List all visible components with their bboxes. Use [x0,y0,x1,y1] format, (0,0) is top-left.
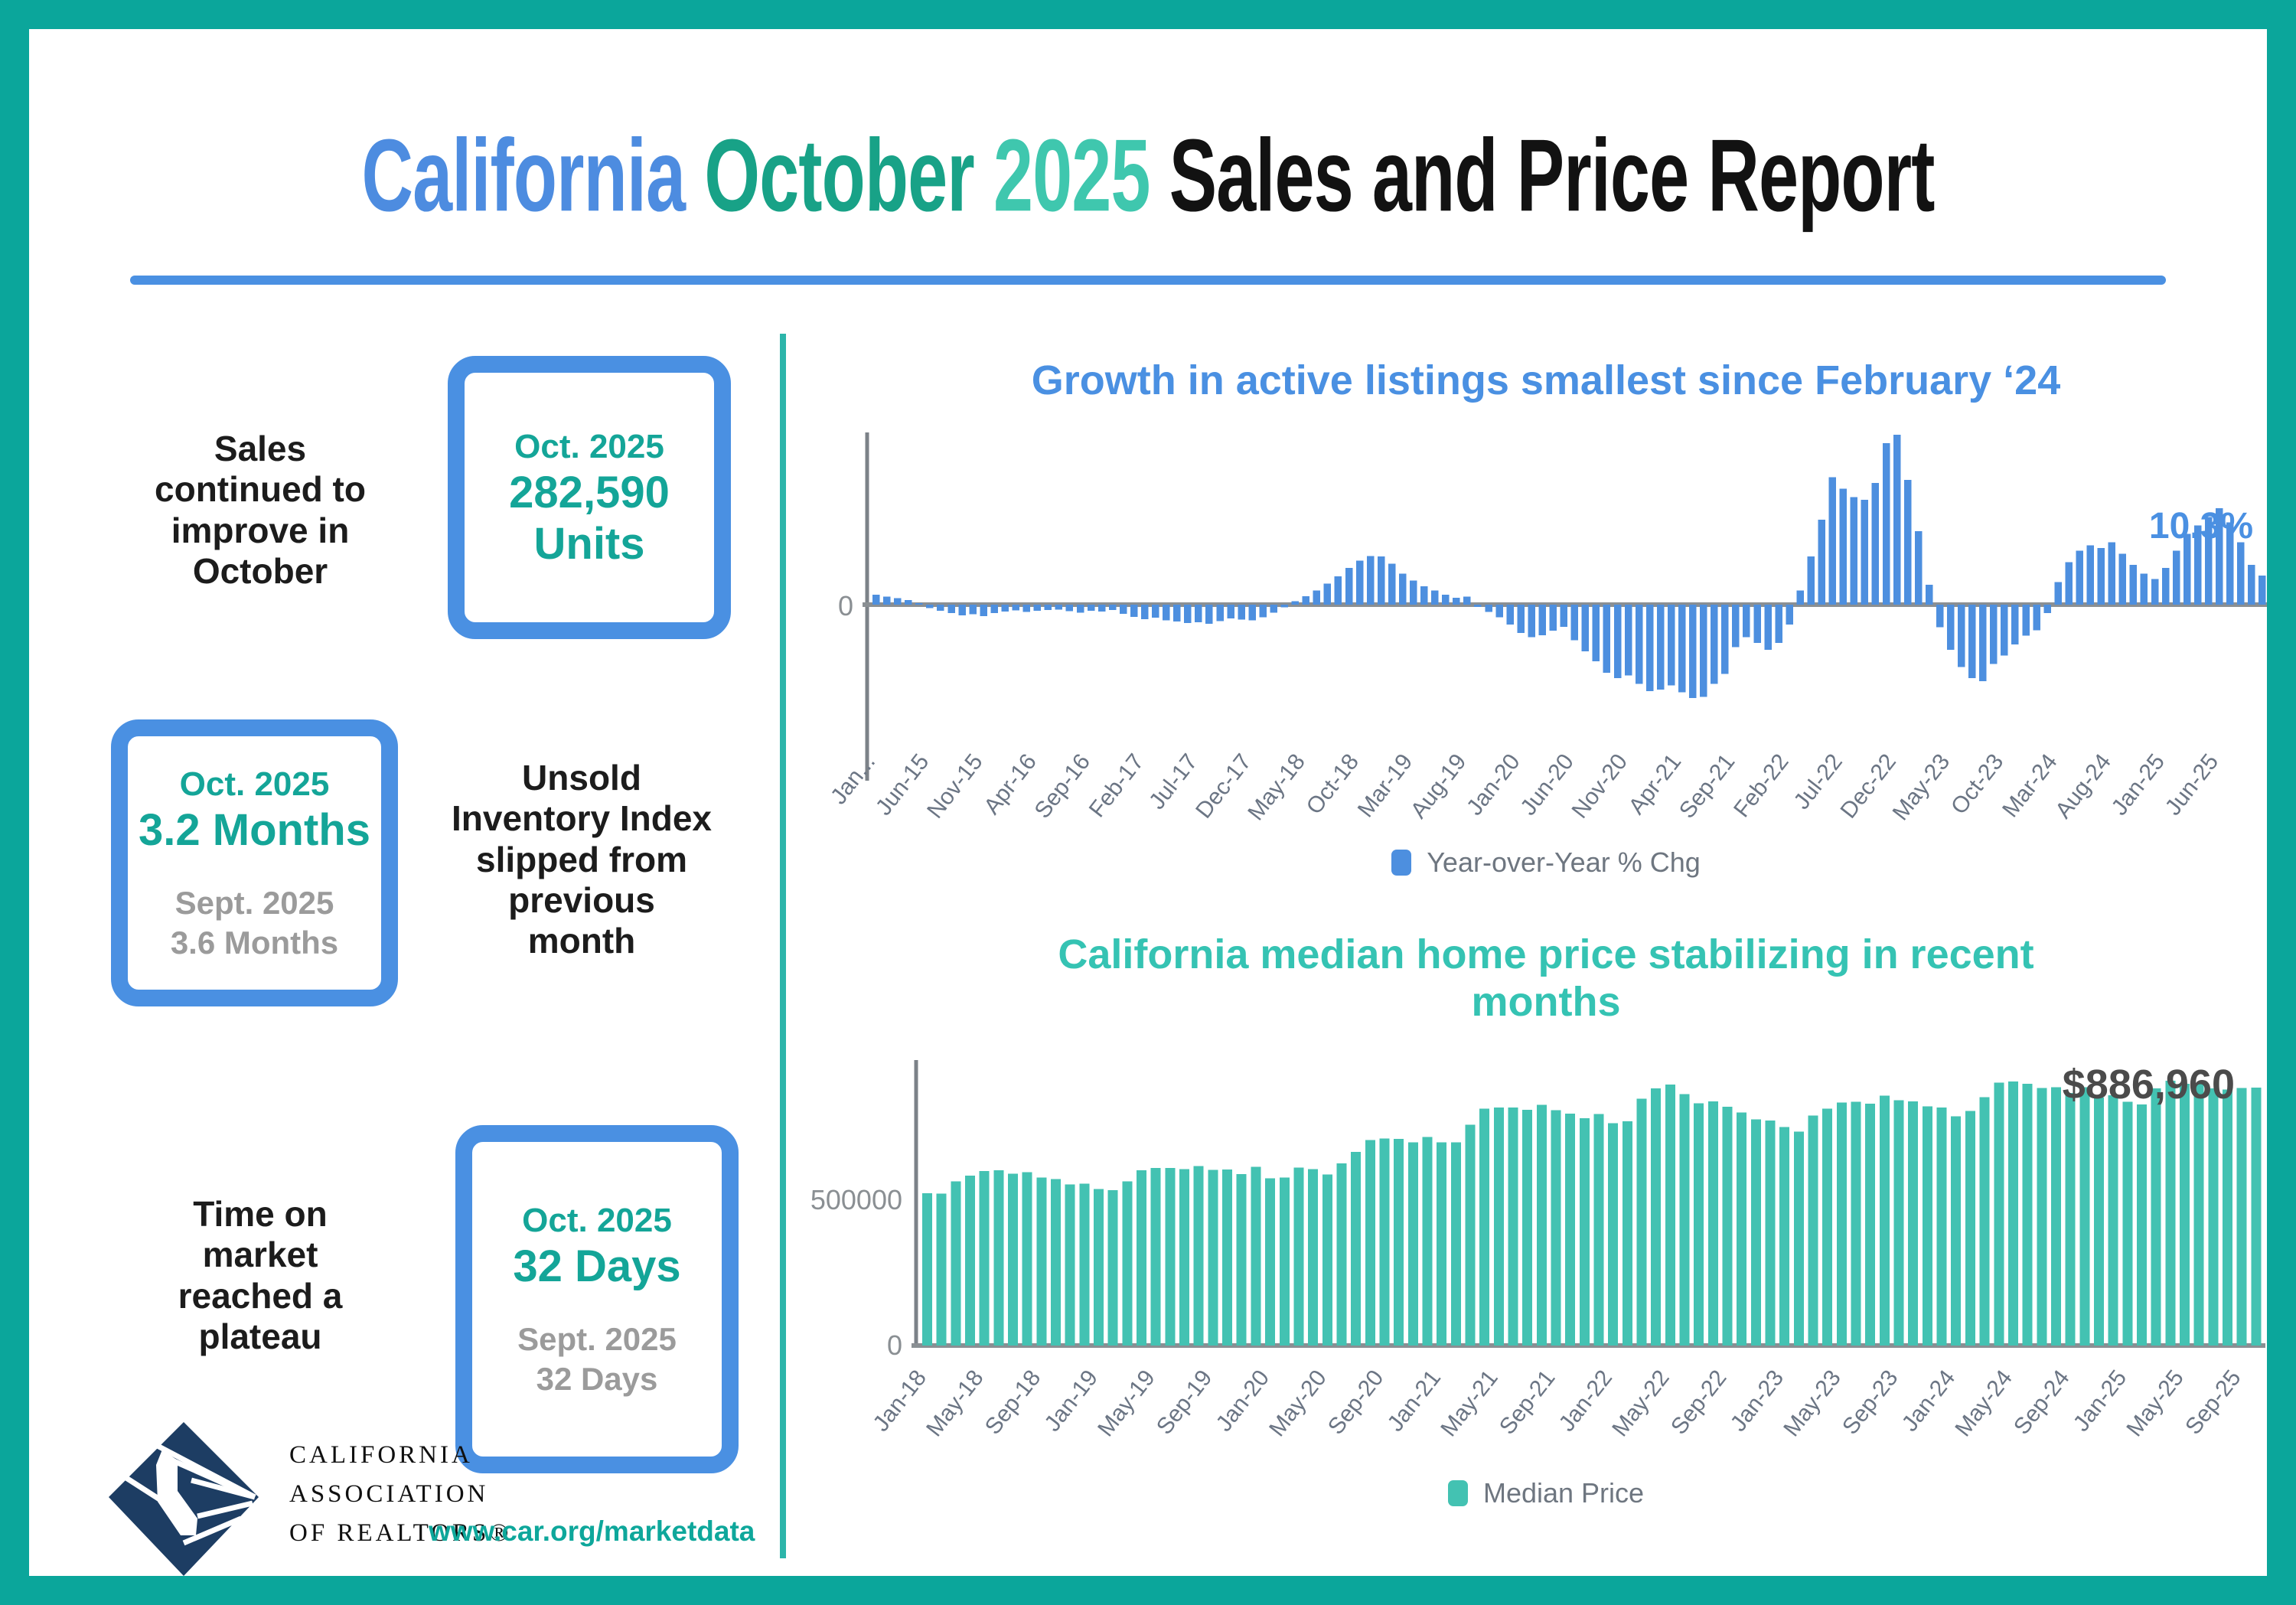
svg-text:Aug-24: Aug-24 [2050,749,2116,824]
svg-text:0: 0 [838,590,853,621]
svg-text:Mar-19: Mar-19 [1353,749,1418,822]
median-chart-title: California median home price stabilizing… [1058,931,2034,1026]
svg-text:May-25: May-25 [2122,1365,2189,1441]
median-legend-swatch [1447,1480,1468,1506]
svg-text:Sep-21: Sep-21 [1495,1365,1561,1440]
svg-text:Feb-17: Feb-17 [1084,749,1150,822]
org-line-1: CALIFORNIA [289,1441,473,1469]
svg-text:Aug-19: Aug-19 [1406,749,1472,824]
svg-text:Mar-24: Mar-24 [1998,749,2063,822]
stat-box-time-on-market: Oct. 2025 32 Days Sept. 2025 32 Days [455,1125,739,1473]
stat-sales-period: Oct. 2025 [514,427,664,465]
svg-text:Nov-20: Nov-20 [1567,749,1633,824]
stat-inventory-prev-period: Sept. 2025 [174,884,334,921]
stat-label-inventory: Unsold Inventory Index slipped from prev… [452,758,712,961]
car-logo [109,1422,259,1576]
median-legend-label: Median Price [1482,1477,1645,1509]
svg-text:Sep-22: Sep-22 [1666,1365,1732,1440]
svg-text:Sep-16: Sep-16 [1029,749,1095,824]
svg-text:May-21: May-21 [1436,1365,1503,1441]
yoy-legend-swatch [1391,850,1412,876]
svg-text:May-22: May-22 [1607,1365,1675,1441]
yoy-legend-label: Year-over-Year % Chg [1427,847,1701,878]
org-line-2: ASSOCIATION [289,1480,489,1509]
median-price-annotation: $886,960 [2062,1062,2235,1108]
svg-text:Feb-22: Feb-22 [1729,749,1794,822]
org-line-3: OF REALTORS® [289,1519,512,1548]
svg-text:500000: 500000 [811,1184,902,1215]
svg-text:Sep-24: Sep-24 [2009,1365,2075,1440]
svg-text:May-20: May-20 [1264,1365,1332,1441]
price-bars [922,1081,2262,1346]
stat-inventory-period: Oct. 2025 [179,765,330,804]
stat-sales-value: 282,590 [509,467,670,517]
svg-text:Sep-20: Sep-20 [1323,1365,1389,1440]
svg-text:Jun-25: Jun-25 [2161,749,2223,820]
stat-time-value: 32 Days [513,1241,681,1292]
svg-text:Sep-25: Sep-25 [2180,1365,2246,1440]
separator-line [780,334,786,1558]
svg-text:Sep-19: Sep-19 [1152,1365,1218,1440]
stat-box-inventory: Oct. 2025 3.2 Months Sept. 2025 3.6 Mont… [111,719,398,1006]
stat-sales-units: Units [533,518,645,569]
svg-text:Jan...: Jan... [826,749,880,809]
yoy-annotation: 10.3% [2148,506,2253,546]
svg-text:Sep-21: Sep-21 [1675,749,1740,824]
svg-text:Jan-25: Jan-25 [2107,749,2170,820]
title-california: California [361,118,686,233]
stat-label-sales: Sales continued to improve in October [155,429,366,592]
svg-text:Sep-18: Sep-18 [980,1365,1046,1440]
stat-time-prev-value: 32 Days [536,1361,658,1398]
yoy-chart-title: Growth in active listings smallest since… [1031,357,2061,403]
yoy-bars [872,435,2266,699]
title-underline [130,276,2166,285]
title-october: October [704,118,974,233]
title-sales-price-report: Sales and Price Report [1169,118,1936,233]
svg-text:May-19: May-19 [1093,1365,1160,1441]
stat-time-prev-period: Sept. 2025 [517,1320,677,1357]
stat-box-sales: Oct. 2025 282,590 Units [448,356,731,639]
svg-text:Nov-15: Nov-15 [922,749,988,824]
svg-text:May-23: May-23 [1779,1365,1846,1441]
title-2025: 2025 [993,118,1150,233]
median-legend: Median Price [811,1477,2267,1509]
svg-text:Jan-20: Jan-20 [1462,749,1525,820]
svg-text:May-23: May-23 [1888,749,1955,825]
yoy-chart-svg: Jan...Jun-15Nov-15Apr-16Sep-16Feb-17Jul-… [826,432,2267,825]
svg-text:May-18: May-18 [921,1365,989,1441]
stat-label-time-on-market: Time on market reached a plateau [178,1194,343,1357]
marketdata-url[interactable]: www.car.org/marketdata [429,1515,755,1547]
yoy-legend: Year-over-Year % Chg [811,847,2267,879]
svg-text:May-24: May-24 [1950,1365,2017,1441]
page-title: California October 2025 Sales and Price … [197,116,2099,235]
svg-text:0: 0 [887,1329,902,1361]
median-price-chart-svg: Jan-18May-18Sep-18Jan-19May-19Sep-19Jan-… [811,1060,2265,1441]
svg-text:May-18: May-18 [1243,749,1310,825]
org-name: CALIFORNIA ASSOCIATION OF REALTORS® [289,1436,511,1553]
stat-time-period: Oct. 2025 [522,1202,672,1240]
stat-inventory-prev-value: 3.6 Months [170,925,339,961]
stat-inventory-value: 3.2 Months [139,805,370,856]
svg-text:Sep-23: Sep-23 [1838,1365,1903,1440]
